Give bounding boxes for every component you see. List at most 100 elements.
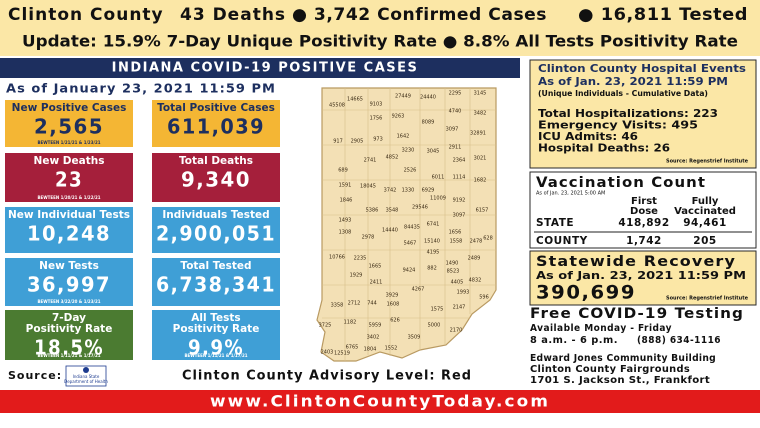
county-label: 3045 (427, 149, 440, 155)
county-label: 2712 (348, 301, 361, 307)
county-label: 1804 (364, 347, 377, 353)
stat-value: 6,738,341 (156, 273, 276, 297)
county-label: 2295 (449, 91, 462, 97)
stat-note: BEWTEEN 1/11/21 & 1/17/21 (184, 353, 247, 358)
county-label: 9424 (403, 268, 416, 274)
testing-hours: 8 a.m. - 6 p.m. (530, 335, 618, 346)
county-label: 2364 (453, 158, 466, 164)
hospital-line: Hospital Deaths: 26 (538, 143, 670, 155)
county-label: 14440 (382, 228, 398, 234)
testing-location: 1701 S. Jackson St., Frankfort (530, 375, 710, 386)
county-label: 3021 (474, 156, 487, 162)
county-label: 628 (483, 236, 493, 242)
recovery-value: 390,699 (536, 282, 636, 304)
vaccination-value: 94,461 (683, 217, 727, 229)
as-of-date: As of January 23, 2021 11:59 PM (6, 81, 276, 96)
county-label: 1665 (369, 264, 382, 270)
vaccination-value: 1,742 (626, 235, 662, 247)
county-label: 1608 (387, 302, 400, 308)
testing-location: Edward Jones Community Building (530, 353, 716, 364)
county-label: 18045 (360, 184, 376, 190)
testing-title: Free COVID-19 Testing (530, 306, 744, 322)
county-label: 3097 (446, 127, 459, 133)
county-label: 8089 (422, 120, 435, 126)
stat-label: Positivity Rate (26, 323, 113, 335)
county-label: 9263 (392, 114, 405, 120)
stat-box (5, 310, 133, 360)
vaccination-title: Vaccination Count (536, 175, 706, 191)
county-label: 29546 (412, 205, 428, 211)
county-label: 3358 (331, 303, 344, 309)
stat-value: 18.5% (34, 336, 104, 360)
header-county: Clinton County (8, 5, 164, 25)
county-label: 626 (390, 318, 400, 324)
county-label: 3509 (408, 335, 421, 341)
stat-value: 9,340 (181, 168, 251, 192)
stat-box (152, 100, 280, 147)
county-label: 3145 (474, 91, 487, 97)
stat-value: 23 (55, 168, 83, 192)
county-label: 2147 (453, 305, 466, 311)
county-label: 2526 (404, 168, 417, 174)
logo-text: Department of Health (64, 379, 108, 384)
county-label: 4195 (427, 250, 440, 256)
county-label: 3742 (384, 188, 397, 194)
hospital-line: Emergency Visits: 495 (538, 120, 698, 132)
county-label: 6741 (427, 222, 440, 228)
header-band (0, 0, 760, 56)
stat-label: All Tests (191, 312, 240, 324)
stat-label: 7-Day (52, 312, 86, 324)
county-label: 14665 (347, 97, 363, 103)
vaccination-value: 418,892 (618, 217, 669, 229)
stat-label: Positivity Rate (173, 323, 260, 335)
stat-value: 36,997 (27, 273, 111, 297)
row-label: STATE (536, 217, 574, 229)
county-label: 1330 (402, 188, 415, 194)
county-label: 11009 (430, 196, 446, 202)
county-label: 4740 (449, 109, 462, 115)
stat-label: New Deaths (34, 155, 105, 167)
stat-box (5, 153, 133, 202)
county-label: 1929 (350, 273, 363, 279)
stat-value: 2,565 (34, 115, 104, 139)
hospital-title: Clinton County Hospital Events (538, 63, 746, 75)
county-label: 3402 (367, 335, 380, 341)
county-label: 84435 (404, 225, 420, 231)
county-label: 4852 (386, 155, 399, 161)
vaccination-value: 205 (693, 235, 716, 247)
county-label: 1846 (340, 198, 353, 204)
stat-note: BEWTEEN 1/21/21 & 1/23/21 (37, 140, 100, 145)
stat-box (152, 207, 280, 253)
county-label: 1682 (474, 178, 487, 184)
advisory-level: Clinton County Advisory Level: Red (182, 369, 472, 384)
county-label: 1656 (449, 230, 462, 236)
county-label: 2911 (449, 145, 462, 151)
stat-label: Total Positive Cases (157, 102, 275, 114)
hospital-line: ICU Admits: 46 (538, 131, 638, 143)
stat-note: BEWTEEN 3/22/20 & 1/23/21 (37, 299, 100, 304)
county-label: 3230 (402, 148, 415, 154)
county-label: 2978 (362, 235, 375, 241)
stat-value: 9.9% (188, 336, 244, 360)
county-label: 32891 (470, 131, 486, 137)
logo-frame (65, 365, 107, 387)
county-label: 2489 (468, 256, 481, 262)
county-label: 1993 (457, 290, 470, 296)
stat-label: New Tests (39, 260, 99, 272)
county-label: 24440 (420, 95, 436, 101)
testing-days: Available Monday - Friday (530, 323, 672, 334)
county-label: 3097 (453, 213, 466, 219)
county-label: 6157 (476, 208, 489, 214)
county-label: 3725 (319, 323, 332, 329)
stat-box (152, 310, 280, 360)
column-header: Dose (630, 206, 658, 217)
recovery-date: As of Jan. 23, 2021 11:59 PM (536, 270, 746, 282)
county-label: 2741 (364, 158, 377, 164)
county-label: 1575 (431, 307, 444, 313)
county-label: 689 (338, 168, 348, 174)
county-label: 3929 (386, 293, 399, 299)
county-label: 1642 (397, 134, 410, 140)
county-label: 6011 (432, 175, 445, 181)
vaccination-date: As of Jan. 23, 2021 5:00 AM (536, 191, 605, 197)
